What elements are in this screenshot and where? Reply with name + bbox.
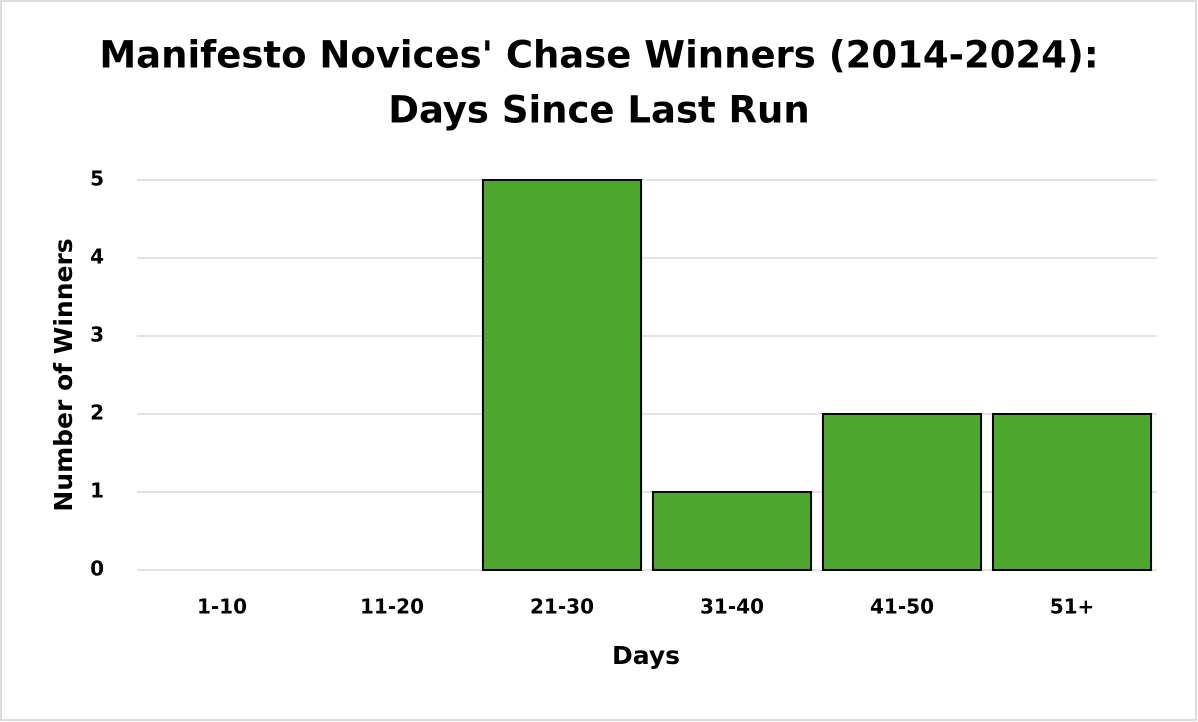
x-tick-label: 21-30 <box>530 595 594 619</box>
y-tick-label: 5 <box>90 167 104 191</box>
bar <box>481 179 643 571</box>
chart-title: Days Since Last Run <box>388 89 809 132</box>
y-tick-label: 3 <box>90 323 104 347</box>
y-tick-label: 0 <box>90 557 104 581</box>
x-tick-label: 1-10 <box>197 595 247 619</box>
bar <box>991 413 1153 571</box>
x-tick-label: 51+ <box>1050 595 1095 619</box>
x-tick-label: 31-40 <box>700 595 764 619</box>
y-tick-label: 2 <box>90 401 104 425</box>
y-tick-label: 4 <box>90 245 104 269</box>
x-tick-label: 11-20 <box>360 595 424 619</box>
chart-title: Manifesto Novices' Chase Winners (2014-2… <box>99 34 1098 77</box>
bar <box>651 491 813 571</box>
y-tick-label: 1 <box>90 479 104 503</box>
x-axis-label: Days <box>612 641 680 670</box>
y-axis-label: Number of Winners <box>49 238 78 511</box>
bar <box>821 413 983 571</box>
x-tick-label: 41-50 <box>870 595 934 619</box>
